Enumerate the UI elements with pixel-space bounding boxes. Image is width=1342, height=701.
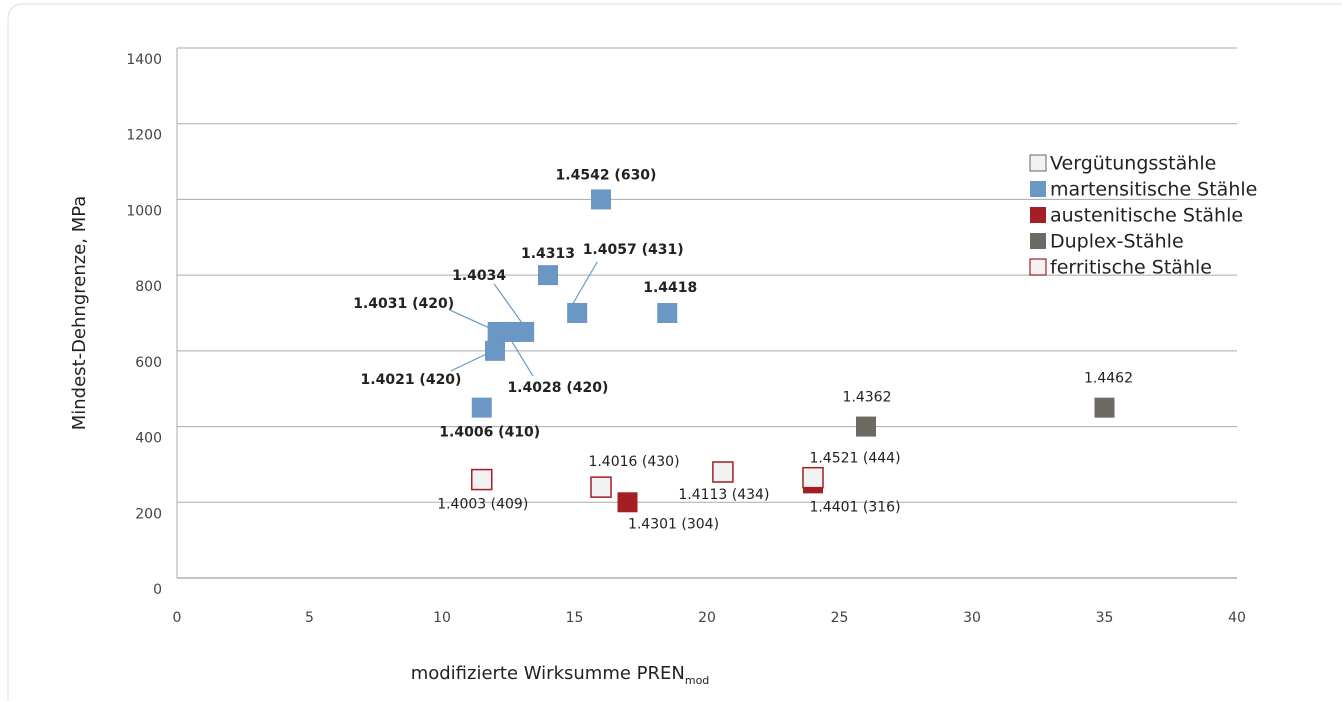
point-label: 1.4003 (409) xyxy=(437,497,528,513)
y-tick-label: 600 xyxy=(135,355,162,371)
point xyxy=(590,476,612,498)
point xyxy=(657,303,678,323)
point-label: 1.4113 (434) xyxy=(678,487,769,503)
y-tick-label: 0 xyxy=(153,582,162,598)
point xyxy=(471,468,493,491)
legend-swatch xyxy=(1030,207,1046,223)
point-label: 1.4521 (444) xyxy=(809,451,900,467)
point-label: 1.4031 (420) xyxy=(353,296,454,312)
point-label: 1.4057 (431) xyxy=(583,242,684,258)
y-tick-label: 1400 xyxy=(126,52,162,68)
legend-swatch xyxy=(1029,258,1047,276)
x-tick-label: 0 xyxy=(173,610,182,626)
legend-label: austenitische Stähle xyxy=(1050,205,1243,227)
x-axis-label: modifizierte Wirksumme PRENmod xyxy=(411,663,710,687)
legend-swatch xyxy=(1029,154,1047,172)
point xyxy=(567,303,588,323)
point-label: 1.4542 (630) xyxy=(556,167,657,183)
y-tick-label: 1000 xyxy=(126,203,162,219)
y-tick-label: 200 xyxy=(135,506,162,522)
x-tick-label: 35 xyxy=(1096,610,1114,626)
x-axis-label-main: modifizierte Wirksumme PREN xyxy=(411,663,685,684)
x-tick-label: 25 xyxy=(831,610,849,626)
point-label: 1.4028 (420) xyxy=(507,380,608,396)
point xyxy=(471,397,492,418)
point-label: 1.4418 xyxy=(643,280,697,296)
legend-label: martensitische Stähle xyxy=(1050,179,1257,201)
point-label: 1.4034 xyxy=(452,268,506,284)
point-label: 1.4401 (316) xyxy=(809,499,900,515)
y-axis-label: Mindest-Dehngrenze, MPa xyxy=(69,196,90,431)
point xyxy=(538,265,558,286)
point xyxy=(856,416,876,437)
legend-swatch xyxy=(1030,181,1046,197)
leader-line xyxy=(493,283,525,327)
legend-label: Duplex-Stähle xyxy=(1050,231,1184,253)
x-axis-label-sub: mod xyxy=(685,674,709,687)
x-tick-label: 15 xyxy=(566,610,584,626)
point xyxy=(485,340,505,361)
point xyxy=(1094,397,1115,418)
y-tick-label: 400 xyxy=(135,431,162,447)
point xyxy=(591,189,611,210)
point-label: 1.4301 (304) xyxy=(628,516,719,532)
legend-label: Vergütungsstähle xyxy=(1050,153,1216,175)
card-frame xyxy=(7,3,1342,701)
point xyxy=(617,492,638,513)
x-tick-label: 5 xyxy=(305,610,314,626)
y-tick-label: 800 xyxy=(135,279,162,295)
x-tick-label: 10 xyxy=(433,610,451,626)
point-label: 1.4021 (420) xyxy=(361,372,462,388)
point xyxy=(802,466,824,489)
point-label: 1.4462 xyxy=(1084,371,1133,387)
x-tick-label: 30 xyxy=(963,610,981,626)
y-tick-label: 1200 xyxy=(126,128,162,144)
leader-line xyxy=(449,309,494,331)
x-tick-label: 40 xyxy=(1228,610,1246,626)
point xyxy=(712,461,734,483)
leader-line xyxy=(450,350,494,372)
point-label: 1.4006 (410) xyxy=(439,425,540,441)
leader-line xyxy=(510,339,534,377)
legend-label: ferritische Stähle xyxy=(1050,257,1212,279)
x-tick-label: 20 xyxy=(698,610,716,626)
point-label: 1.4313 xyxy=(521,246,575,262)
point-label: 1.4362 xyxy=(843,390,892,406)
point-label: 1.4016 (430) xyxy=(588,454,679,470)
leader-line xyxy=(571,261,598,306)
point xyxy=(500,321,521,342)
legend-swatch xyxy=(1030,233,1046,249)
